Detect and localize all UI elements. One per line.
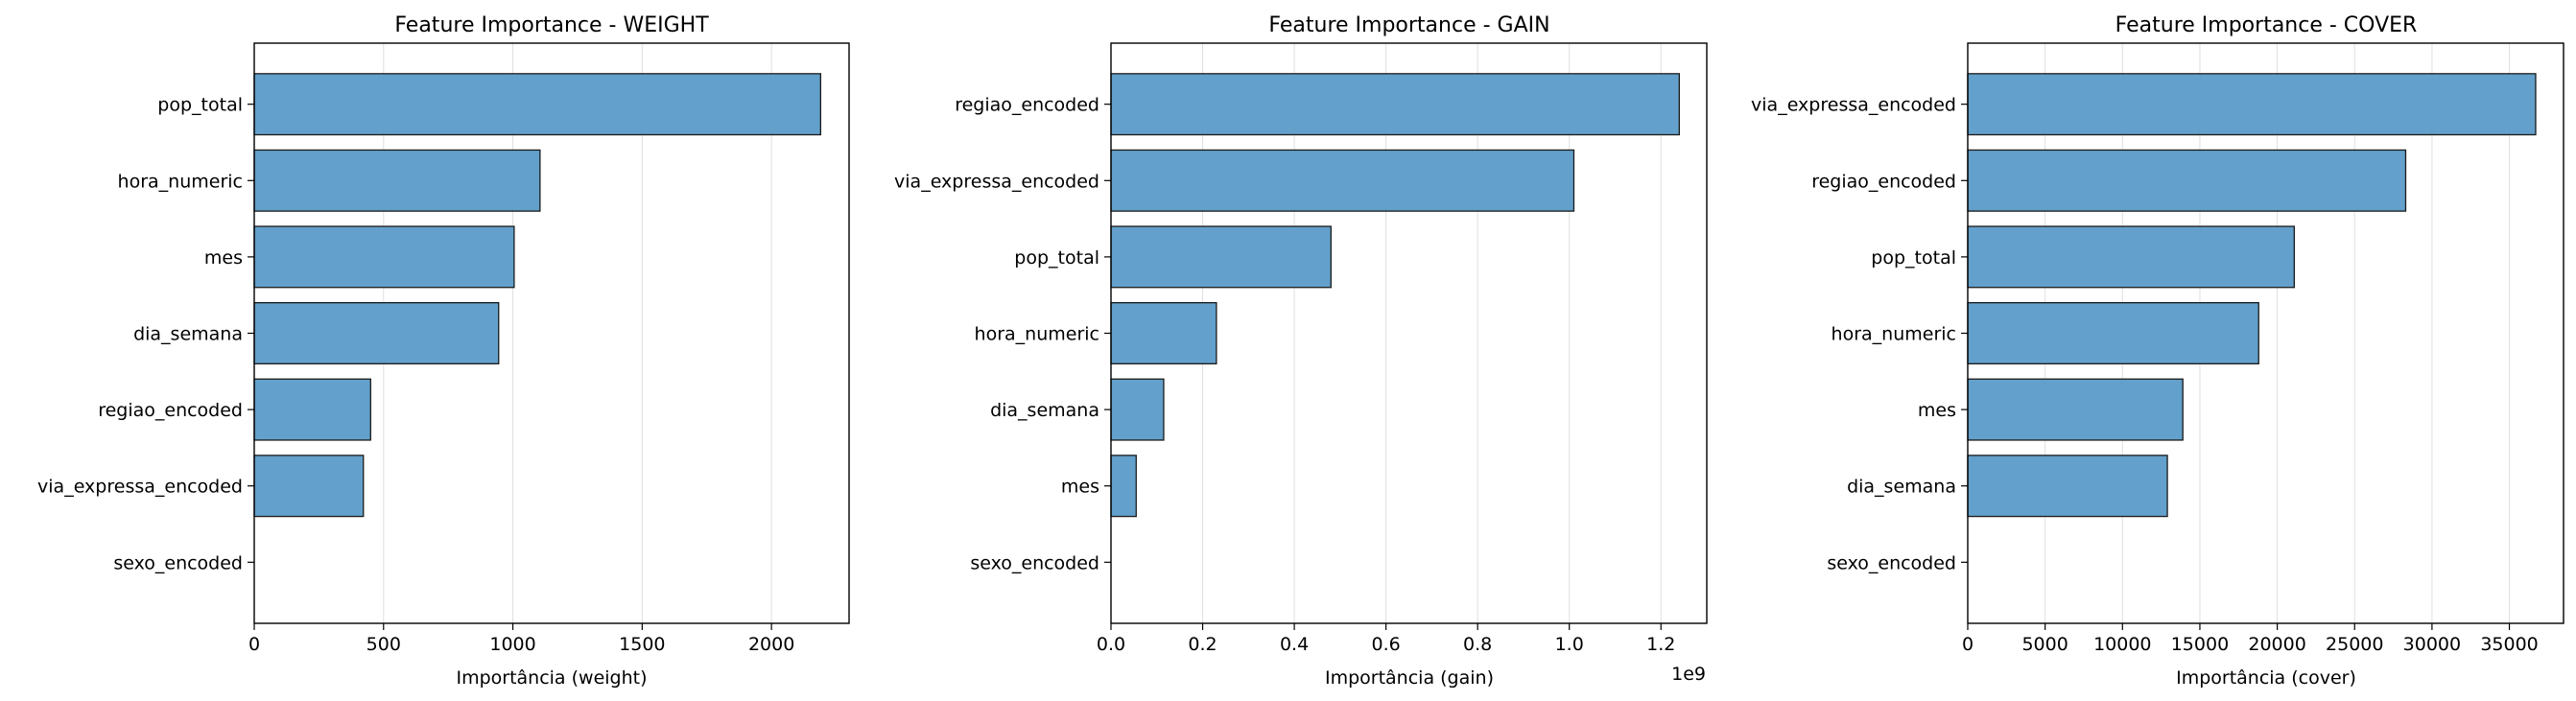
panel-weight-frame [253,42,850,624]
xtick-label: 5000 [2021,634,2068,655]
ytick-label-mes: mes [1918,400,1956,421]
xtick-label: 35000 [2480,634,2538,655]
ytick-label-sexo_encoded: sexo_encoded [1827,552,1956,573]
ytick-label-hora_numeric: hora_numeric [1832,324,1956,345]
panel-weight-title: Feature Importance - WEIGHT [394,13,709,37]
panel-cover-xlabel: Importância (cover) [2176,667,2356,689]
bar-dia_semana [1110,378,1165,441]
bar-regiao_encoded [1967,149,2407,212]
bar-via_expressa_encoded [1110,149,1575,212]
bar-pop_total [253,73,821,136]
ytick-label-via_expressa_encoded: via_expressa_encoded [37,477,243,498]
panel-weight-xlabel: Importância (weight) [456,667,647,689]
ytick-label-regiao_encoded: regiao_encoded [1811,171,1956,192]
panel-weight: Feature Importance - WEIGHT pop_totalhor… [37,13,850,689]
ytick-label-pop_total: pop_total [157,95,243,116]
xtick-label: 30000 [2403,634,2461,655]
panel-gain-frame [1110,42,1708,624]
xtick-label: 0.6 [1372,634,1401,655]
xtick-label: 20000 [2248,634,2305,655]
xtick-label: 0.4 [1280,634,1309,655]
ytick-label-sexo_encoded: sexo_encoded [113,552,243,573]
bar-mes [1967,378,2184,441]
panel-cover: Feature Importance - COVER via_expressa_… [1751,13,2564,689]
bar-via_expressa_encoded [253,455,365,518]
xtick-label: 0 [1962,634,1973,655]
ytick-label-via_expressa_encoded: via_expressa_encoded [1751,95,1956,116]
bar-pop_total [1967,225,2295,289]
bar-dia_semana [253,302,500,364]
ytick-label-mes: mes [204,247,243,269]
panel-gain-offset-label: 1e9 [1671,664,1706,685]
xtick-label: 1.0 [1555,634,1584,655]
xtick-label: 10000 [2093,634,2151,655]
panel-gain-title: Feature Importance - GAIN [1268,13,1549,37]
bar-hora_numeric [253,149,541,212]
bar-hora_numeric [1110,302,1217,364]
ytick-label-hora_numeric: hora_numeric [975,324,1099,345]
xtick-label: 1.2 [1646,634,1675,655]
ytick-label-regiao_encoded: regiao_encoded [955,95,1099,116]
ytick-label-via_expressa_encoded: via_expressa_encoded [894,171,1099,192]
bar-dia_semana [1967,455,2168,518]
ytick-label-sexo_encoded: sexo_encoded [970,552,1099,573]
xtick-label: 15000 [2171,634,2229,655]
ytick-label-pop_total: pop_total [1014,247,1099,269]
bar-mes [1110,455,1137,518]
xtick-label: 0.8 [1463,634,1492,655]
xtick-label: 0.2 [1188,634,1217,655]
ytick-label-dia_semana: dia_semana [133,324,243,345]
ytick-label-pop_total: pop_total [1871,247,1956,269]
ytick-label-dia_semana: dia_semana [990,400,1099,421]
bar-regiao_encoded [1110,73,1680,136]
panel-gain-plot-area: regiao_encoded via_expressa_encoded pop_to… [894,42,1708,655]
ytick-label-dia_semana: dia_semana [1847,477,1956,498]
ytick-label-regiao_encoded: regiao_encoded [98,400,243,421]
panel-cover-frame [1967,42,2564,624]
xtick-label: 2000 [748,634,794,655]
bar-pop_total [1110,225,1332,289]
panel-gain-xlabel: Importância (gain) [1325,667,1494,689]
bar-regiao_encoded [253,378,371,441]
xtick-label: 25000 [2326,634,2383,655]
xtick-label: 1500 [619,634,665,655]
xtick-label: 500 [366,634,401,655]
xtick-label: 0 [248,634,260,655]
bar-hora_numeric [1967,302,2259,364]
panel-cover-title: Feature Importance - COVER [2115,13,2418,37]
ytick-label-mes: mes [1061,477,1099,498]
xtick-label: 1000 [489,634,535,655]
ytick-label-hora_numeric: hora_numeric [118,171,243,192]
xtick-label: 0.0 [1097,634,1125,655]
bar-via_expressa_encoded [1967,73,2537,136]
panel-cover-plot-area: via_expressa_encoded regiao_encoded pop_to… [1751,42,2564,655]
panel-gain: Feature Importance - GAIN regiao_encoded… [894,13,1708,689]
bar-mes [253,225,515,289]
